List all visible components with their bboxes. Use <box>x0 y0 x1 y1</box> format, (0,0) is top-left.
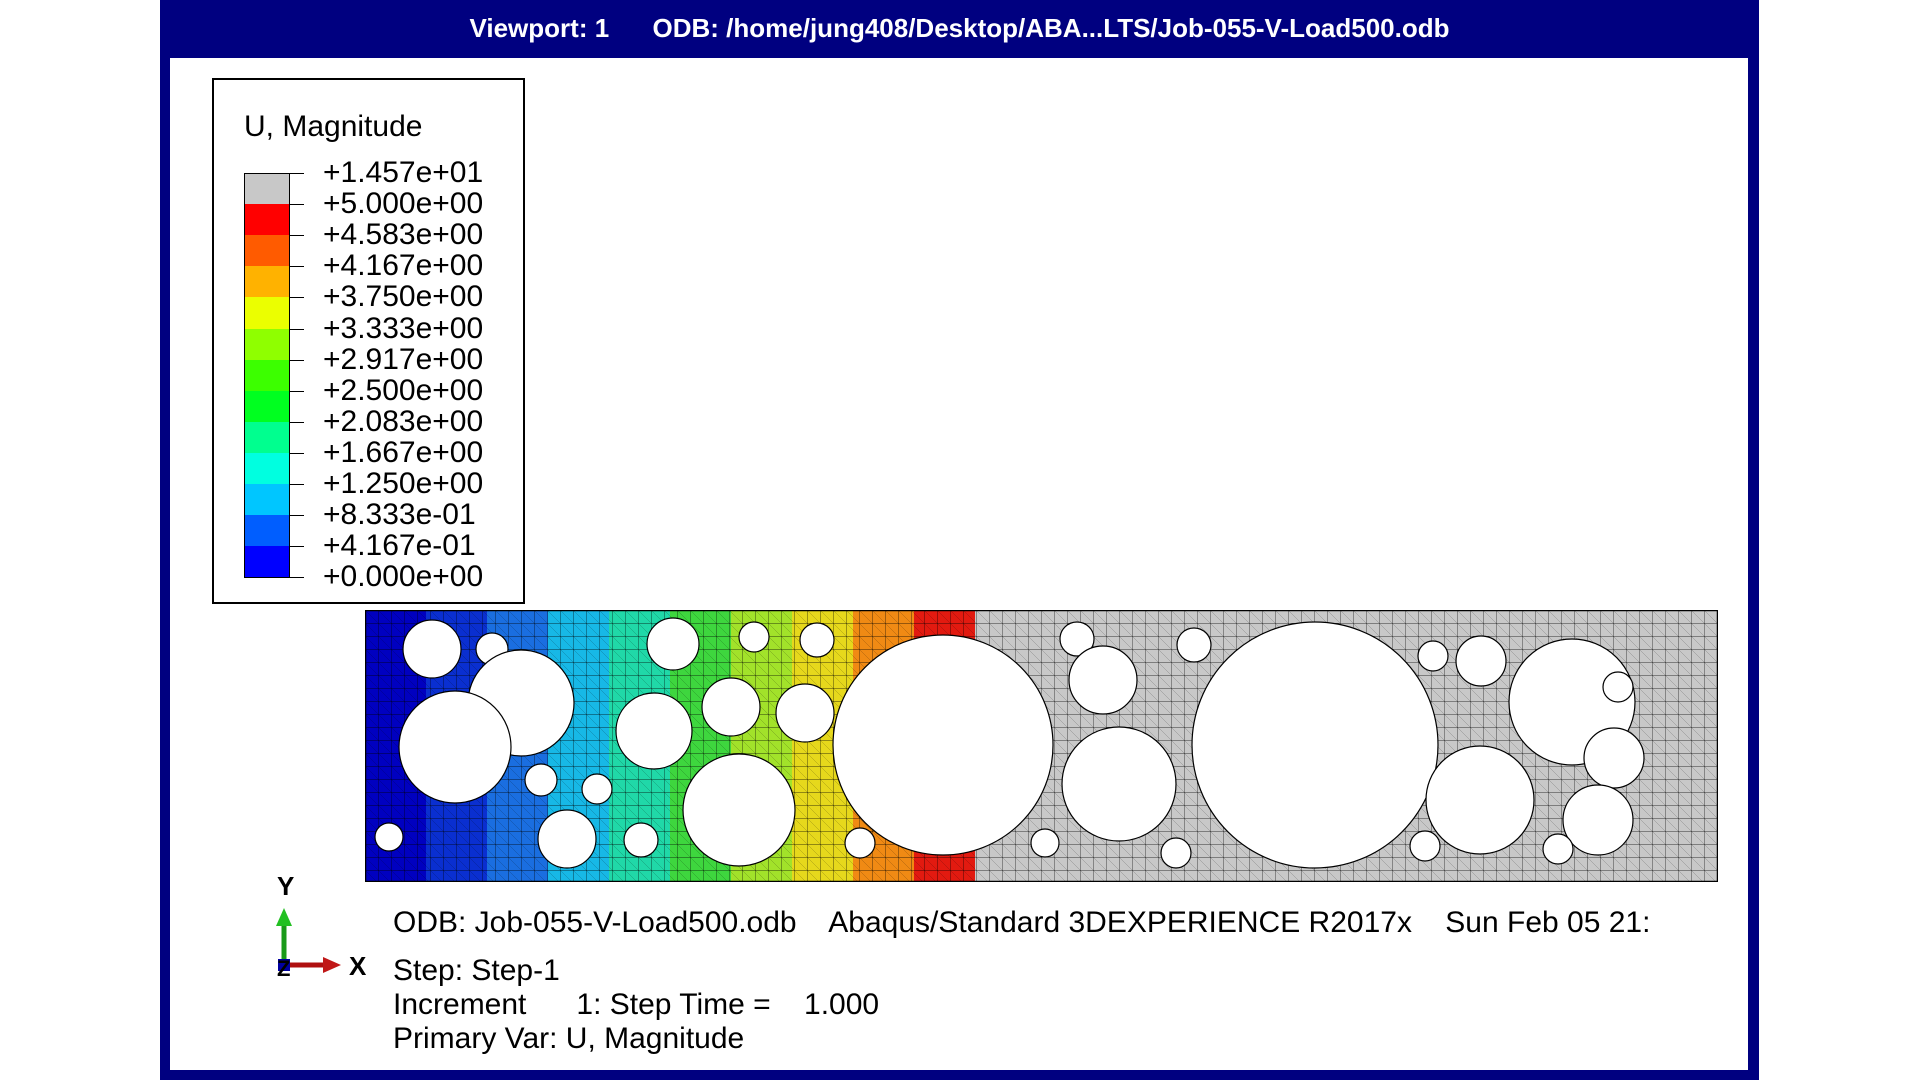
viewport-number: Viewport: 1 <box>469 13 610 43</box>
triad-z-marker <box>278 959 290 971</box>
triad-x-label: X <box>349 951 367 978</box>
legend-tick <box>290 421 304 423</box>
legend-tick <box>290 173 304 174</box>
legend-label: +5.000e+00 <box>323 187 484 221</box>
info-odb-line: ODB: Job-055-V-Load500.odb Abaqus/Standa… <box>393 906 1651 939</box>
legend-swatch <box>244 173 290 205</box>
void-hole <box>1583 727 1645 789</box>
void-holes <box>374 617 1645 869</box>
triad-y-arrowhead <box>276 908 292 926</box>
legend-label: +1.667e+00 <box>323 435 484 469</box>
contour-legend: U, Magnitude +1.457e+01 +5.000e+00 +4.583e… <box>212 78 525 604</box>
triad-x-arrowhead <box>323 957 341 973</box>
legend-label: +0.000e+00 <box>323 560 484 594</box>
legend-label: +2.500e+00 <box>323 373 484 407</box>
void-hole <box>402 619 462 679</box>
legend-tick <box>290 515 304 517</box>
mesh-outline <box>365 610 1718 882</box>
viewport-odb-path: ODB: /home/jung408/Desktop/ABA...LTS/Job… <box>652 13 1450 43</box>
legend-tick <box>290 546 304 548</box>
void-hole <box>623 822 659 858</box>
legend-swatch <box>244 204 290 236</box>
legend-swatch <box>244 390 290 423</box>
legend-label: +3.750e+00 <box>323 280 484 314</box>
void-hole <box>1409 830 1441 862</box>
void-hole <box>524 763 558 797</box>
void-hole <box>1068 645 1138 715</box>
legend-swatch <box>244 235 290 267</box>
void-hole <box>1061 726 1177 842</box>
legend-label: +3.333e+00 <box>323 311 484 345</box>
legend-swatch <box>244 328 290 361</box>
legend-label: +1.250e+00 <box>323 467 484 500</box>
void-hole <box>1191 621 1439 869</box>
void-hole <box>701 677 761 737</box>
mesh-model-view[interactable] <box>365 610 1718 882</box>
legend-tick <box>290 204 304 206</box>
view-triad: Y Z X <box>276 871 367 978</box>
void-hole <box>646 617 700 671</box>
legend-swatch <box>244 297 290 329</box>
legend-swatch <box>244 421 290 454</box>
info-step-line: Step: Step-1 <box>393 954 560 987</box>
info-primary-var-line: Primary Var: U, Magnitude <box>393 1022 745 1055</box>
legend-swatch <box>244 452 290 485</box>
void-hole <box>1542 833 1574 865</box>
legend-tick <box>290 452 304 454</box>
void-hole <box>1059 621 1095 657</box>
void-hole <box>738 621 770 653</box>
legend-tick <box>290 266 304 268</box>
legend-swatch <box>244 266 290 298</box>
viewport-title-bar[interactable]: Viewport: 1 ODB: /home/jung408/Desktop/A… <box>160 0 1759 57</box>
legend-label: +8.333e-01 <box>323 498 476 532</box>
legend-tick <box>290 390 304 392</box>
void-hole <box>1425 745 1535 855</box>
legend-tick <box>290 359 304 361</box>
void-hole <box>1417 640 1449 672</box>
viewport-canvas[interactable]: U, Magnitude +1.457e+01 +5.000e+00 +4.583e… <box>170 58 1748 1070</box>
void-hole <box>844 827 876 859</box>
void-hole <box>1176 627 1212 663</box>
triad-y-label: Y <box>277 871 294 901</box>
legend-title: U, Magnitude <box>244 110 423 143</box>
legend-swatch <box>244 515 290 547</box>
void-hole <box>1602 671 1634 703</box>
void-hole <box>799 622 835 658</box>
legend-label: +2.083e+00 <box>323 404 484 438</box>
legend-label: +4.167e-01 <box>323 529 476 563</box>
void-hole <box>581 773 613 805</box>
void-hole <box>537 809 597 869</box>
void-hole <box>1030 828 1060 858</box>
void-hole <box>398 690 512 804</box>
void-hole <box>1455 635 1507 687</box>
legend-swatch <box>244 484 290 516</box>
legend-tick <box>290 235 304 237</box>
legend-tick <box>290 297 304 299</box>
legend-tick <box>290 577 304 579</box>
void-hole <box>775 683 835 743</box>
void-hole <box>615 692 693 770</box>
legend-tick <box>290 328 304 330</box>
legend-label: +1.457e+01 <box>323 156 484 189</box>
void-hole <box>1562 784 1634 856</box>
legend-label: +4.167e+00 <box>323 249 484 283</box>
info-increment-line: Increment 1: Step Time = 1.000 <box>393 988 880 1021</box>
void-hole <box>1160 837 1192 869</box>
triad-z-label: Z <box>277 956 290 978</box>
void-hole <box>374 822 404 852</box>
void-hole <box>832 634 1054 856</box>
legend-swatch <box>244 359 290 392</box>
void-hole <box>682 753 796 867</box>
legend-tick <box>290 484 304 485</box>
legend-swatch <box>244 546 290 578</box>
legend-label: +4.583e+00 <box>323 218 484 252</box>
legend-label: +2.917e+00 <box>323 342 484 376</box>
viewport-window[interactable]: Viewport: 1 ODB: /home/jung408/Desktop/A… <box>160 0 1759 1080</box>
